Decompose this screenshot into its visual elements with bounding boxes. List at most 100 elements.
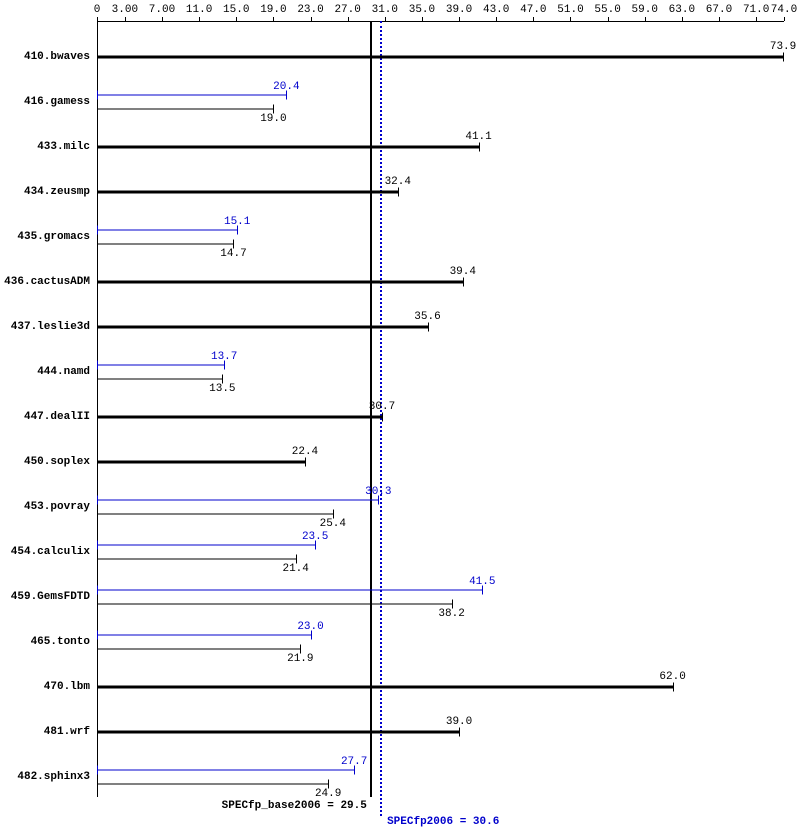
bar-base-value: 41.1: [465, 131, 491, 143]
bar-base-value: 39.0: [446, 716, 472, 728]
axis-tick-label: 35.0: [409, 4, 435, 16]
bar-base: [97, 559, 296, 560]
axis-tick-label: 74.0: [771, 4, 797, 16]
axis-tick-label: 51.0: [557, 4, 583, 16]
axis-tick-label: 59.0: [632, 4, 658, 16]
axis-tick-label: 23.0: [297, 4, 323, 16]
bar-base-value: 73.9: [770, 41, 796, 53]
axis-tick: [533, 17, 534, 21]
benchmark-label: 481.wrf: [0, 726, 90, 738]
bar-peak: [97, 590, 482, 591]
bar-base: [97, 244, 233, 245]
benchmark-label: 465.tonto: [0, 636, 90, 648]
bar-base: [97, 56, 783, 59]
bar-peak-startcap: [97, 586, 98, 595]
bar-base-endcap: [673, 683, 674, 692]
axis-tick: [125, 17, 126, 21]
axis-tick-label: 15.0: [223, 4, 249, 16]
axis-tick: [645, 17, 646, 21]
bar-peak-value: 20.4: [273, 81, 299, 93]
bar-base-endcap: [783, 53, 784, 62]
bar-peak-startcap: [97, 631, 98, 640]
bar-base-value: 24.9: [315, 788, 341, 800]
axis-tick-label: 27.0: [334, 4, 360, 16]
benchmark-label: 447.dealII: [0, 411, 90, 423]
axis-tick-label: 11.0: [186, 4, 212, 16]
bar-base: [97, 191, 398, 194]
axis-tick: [348, 17, 349, 21]
axis-tick-label: 63.0: [669, 4, 695, 16]
axis-tick-label: 71.0: [743, 4, 769, 16]
axis-tick: [199, 17, 200, 21]
bar-base: [97, 109, 273, 110]
bar-base-startcap: [97, 105, 98, 114]
axis-tick: [608, 17, 609, 21]
bar-base-value: 19.0: [260, 113, 286, 125]
bar-base-value: 14.7: [220, 248, 246, 260]
axis-tick: [496, 17, 497, 21]
bar-base: [97, 416, 382, 419]
bar-base: [97, 686, 673, 689]
bar-base-endcap: [305, 458, 306, 467]
bar-base: [97, 379, 222, 380]
bar-base-startcap: [97, 600, 98, 609]
bar-base: [97, 514, 333, 515]
benchmark-label: 450.soplex: [0, 456, 90, 468]
bar-base-startcap: [97, 375, 98, 384]
bar-peak-startcap: [97, 496, 98, 505]
bar-base-value: 62.0: [659, 671, 685, 683]
footer-peak-label: SPECfp2006 = 30.6: [387, 816, 499, 828]
axis-tick-label: 0: [94, 4, 101, 16]
axis-tick: [682, 17, 683, 21]
bar-base-endcap: [428, 323, 429, 332]
axis-tick: [719, 17, 720, 21]
bar-peak: [97, 635, 311, 636]
x-axis: [97, 21, 784, 22]
bar-peak-startcap: [97, 91, 98, 100]
benchmark-label: 454.calculix: [0, 546, 90, 558]
axis-tick: [570, 17, 571, 21]
axis-tick: [459, 17, 460, 21]
benchmark-label: 434.zeusmp: [0, 186, 90, 198]
benchmark-label: 459.GemsFDTD: [0, 591, 90, 603]
bar-base-endcap: [459, 728, 460, 737]
benchmark-label: 470.lbm: [0, 681, 90, 693]
axis-tick: [422, 17, 423, 21]
bar-peak: [97, 500, 378, 501]
axis-tick-label: 47.0: [520, 4, 546, 16]
bar-base-value: 25.4: [320, 518, 346, 530]
benchmark-label: 444.namd: [0, 366, 90, 378]
benchmark-label: 453.povray: [0, 501, 90, 513]
bar-base-startcap: [97, 510, 98, 519]
axis-tick: [784, 17, 785, 21]
axis-tick: [311, 17, 312, 21]
bar-base-value: 22.4: [292, 446, 318, 458]
bar-peak-value: 27.7: [341, 756, 367, 768]
axis-tick: [236, 17, 237, 21]
bar-base: [97, 784, 328, 785]
bar-base-endcap: [398, 188, 399, 197]
axis-tick-label: 39.0: [446, 4, 472, 16]
bar-peak-value: 41.5: [469, 576, 495, 588]
axis-tick: [756, 17, 757, 21]
axis-tick: [162, 17, 163, 21]
benchmark-label: 436.cactusADM: [0, 276, 90, 288]
bar-base-startcap: [97, 555, 98, 564]
axis-tick-label: 3.00: [112, 4, 138, 16]
bar-base: [97, 604, 452, 605]
axis-tick: [385, 17, 386, 21]
bar-base-value: 21.4: [282, 563, 308, 575]
bar-base: [97, 649, 300, 650]
bar-peak: [97, 230, 237, 231]
bar-base-value: 38.2: [438, 608, 464, 620]
axis-tick-label: 31.0: [372, 4, 398, 16]
benchmark-label: 410.bwaves: [0, 51, 90, 63]
axis-tick-label: 67.0: [706, 4, 732, 16]
bar-base-value: 21.9: [287, 653, 313, 665]
bar-base-value: 30.7: [369, 401, 395, 413]
bar-peak-value: 13.7: [211, 351, 237, 363]
bar-peak: [97, 365, 224, 366]
bar-base-value: 13.5: [209, 383, 235, 395]
bar-peak-startcap: [97, 541, 98, 550]
benchmark-label: 433.milc: [0, 141, 90, 153]
